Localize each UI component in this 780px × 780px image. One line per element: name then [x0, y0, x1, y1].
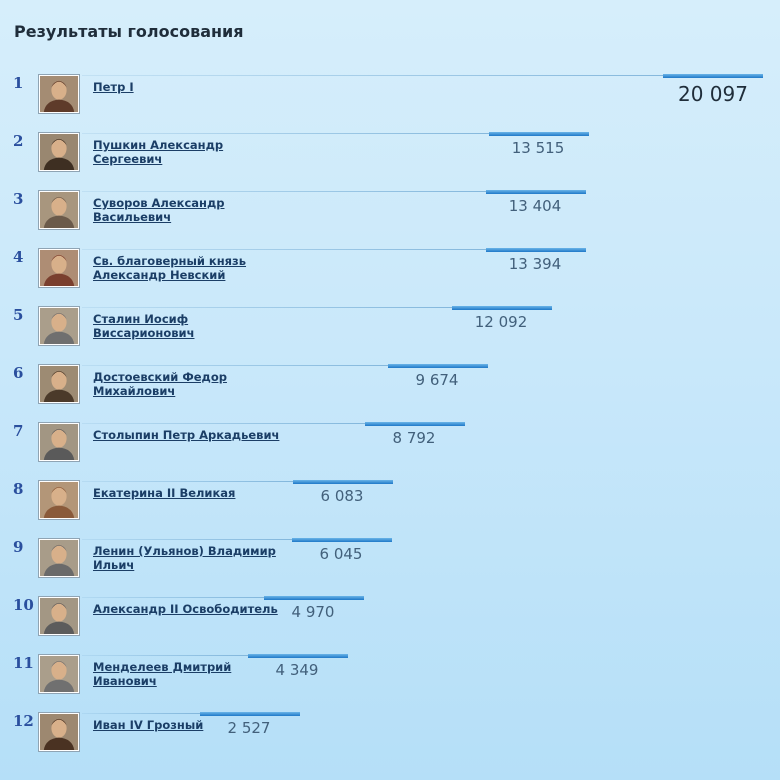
list-item: 11 Менделеев Дмитрий Иванович 4 349: [0, 654, 780, 712]
vote-bar: [452, 306, 552, 310]
vote-bar: [486, 190, 586, 194]
guide-line: [82, 75, 663, 76]
rank-number: 7: [13, 422, 24, 440]
guide-line: [82, 191, 486, 192]
rank-number: 6: [13, 364, 24, 382]
vote-count: 6 045: [319, 545, 363, 563]
page-title: Результаты голосования: [14, 22, 244, 41]
candidate-name-link[interactable]: Екатерина II Великая: [93, 486, 236, 500]
vote-bar: [486, 248, 586, 252]
vote-bar: [200, 712, 300, 716]
vote-count: 6 083: [320, 487, 364, 505]
vote-bar: [489, 132, 589, 136]
candidate-name-link[interactable]: Петр I: [93, 80, 134, 94]
vote-count: 12 092: [474, 313, 528, 331]
rank-number: 9: [13, 538, 24, 556]
rank-number: 8: [13, 480, 24, 498]
vote-count: 13 404: [508, 197, 562, 215]
candidate-name-link[interactable]: Достоевский Федор Михайлович: [93, 370, 227, 398]
list-item: 4 Св. благоверный князь Александр Невски…: [0, 248, 780, 306]
portrait-icon[interactable]: [38, 74, 80, 114]
candidate-name-link[interactable]: Суворов Александр Васильевич: [93, 196, 225, 224]
rank-number: 10: [13, 596, 34, 614]
rank-number: 4: [13, 248, 24, 266]
candidate-name-link[interactable]: Св. благоверный князь Александр Невский: [93, 254, 247, 282]
portrait-icon[interactable]: [38, 248, 80, 288]
rank-number: 12: [13, 712, 34, 730]
portrait-icon[interactable]: [38, 480, 80, 520]
guide-line: [82, 249, 486, 250]
vote-count: 4 349: [275, 661, 319, 679]
candidate-name-link[interactable]: Столыпин Петр Аркадьевич: [93, 428, 280, 442]
vote-count: 20 097: [678, 82, 748, 106]
guide-line: [82, 307, 452, 308]
guide-line: [82, 539, 292, 540]
guide-line: [82, 365, 388, 366]
list-item: 10 Александр II Освободитель 4 970: [0, 596, 780, 654]
vote-count: 13 394: [508, 255, 562, 273]
portrait-icon[interactable]: [38, 654, 80, 694]
rank-number: 1: [13, 74, 24, 92]
list-item: 1 Петр I 20 097: [0, 74, 780, 132]
vote-bar: [365, 422, 465, 426]
rank-number: 5: [13, 306, 24, 324]
portrait-icon[interactable]: [38, 538, 80, 578]
vote-count: 9 674: [415, 371, 459, 389]
candidate-name-link[interactable]: Иван IV Грозный: [93, 718, 204, 732]
portrait-icon[interactable]: [38, 306, 80, 346]
guide-line: [82, 597, 264, 598]
candidate-name-link[interactable]: Сталин Иосиф Виссарионович: [93, 312, 195, 340]
vote-count: 4 970: [291, 603, 335, 621]
candidate-name-link[interactable]: Менделеев Дмитрий Иванович: [93, 660, 232, 688]
candidate-name-link[interactable]: Ленин (Ульянов) Владимир Ильич: [93, 544, 276, 572]
list-item: 3 Суворов Александр Васильевич 13 404: [0, 190, 780, 248]
guide-line: [82, 713, 200, 714]
portrait-icon[interactable]: [38, 422, 80, 462]
list-item: 8 Екатерина II Великая 6 083: [0, 480, 780, 538]
portrait-icon[interactable]: [38, 596, 80, 636]
rank-number: 3: [13, 190, 24, 208]
list-item: 2 Пушкин Александр Сергеевич 13 515: [0, 132, 780, 190]
portrait-icon[interactable]: [38, 364, 80, 404]
guide-line: [82, 655, 248, 656]
vote-bar: [292, 538, 392, 542]
list-item: 12 Иван IV Грозный 2 527: [0, 712, 780, 770]
portrait-icon[interactable]: [38, 712, 80, 752]
rank-number: 11: [13, 654, 34, 672]
portrait-icon[interactable]: [38, 132, 80, 172]
portrait-icon[interactable]: [38, 190, 80, 230]
guide-line: [82, 481, 293, 482]
vote-count: 8 792: [392, 429, 436, 447]
guide-line: [82, 423, 365, 424]
vote-bar: [663, 74, 763, 78]
list-item: 9 Ленин (Ульянов) Владимир Ильич 6 045: [0, 538, 780, 596]
vote-bar: [248, 654, 348, 658]
list-item: 5 Сталин Иосиф Виссарионович 12 092: [0, 306, 780, 364]
vote-bar: [293, 480, 393, 484]
candidate-name-link[interactable]: Пушкин Александр Сергеевич: [93, 138, 224, 166]
vote-bar: [264, 596, 364, 600]
list-item: 7 Столыпин Петр Аркадьевич 8 792: [0, 422, 780, 480]
vote-bar: [388, 364, 488, 368]
list-item: 6 Достоевский Федор Михайлович 9 674: [0, 364, 780, 422]
vote-count: 2 527: [227, 719, 271, 737]
rank-number: 2: [13, 132, 24, 150]
candidate-name-link[interactable]: Александр II Освободитель: [93, 602, 278, 616]
vote-count: 13 515: [511, 139, 565, 157]
guide-line: [82, 133, 489, 134]
